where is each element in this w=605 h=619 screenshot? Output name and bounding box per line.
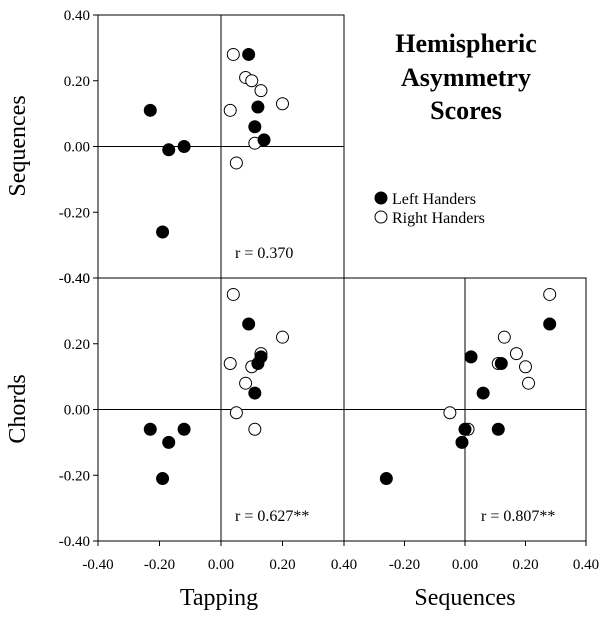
left-hander-point [162, 435, 176, 449]
right-hander-point [226, 287, 240, 301]
x-tick-left-label: -0.20 [144, 557, 175, 573]
y-tick-top-label: 0.40 [64, 8, 90, 24]
left-hander-point [458, 422, 472, 436]
right-hander-point [245, 74, 259, 88]
left-hander-point [379, 472, 393, 486]
right-hander-point [522, 376, 536, 390]
left-hander-point [242, 317, 256, 331]
left-hander-point [491, 422, 505, 436]
left-hander-point [162, 143, 176, 157]
left-hander-point [242, 47, 256, 61]
left-hander-point [177, 140, 191, 153]
x-tick-left-label: -0.40 [82, 557, 113, 573]
y-tick-bottom-label: 0.00 [64, 403, 90, 419]
y-tick-bottom-label: 0.20 [64, 337, 90, 353]
legend-label-left-handers: Left Handers [392, 191, 476, 208]
left-hander-point [248, 120, 262, 134]
left-hander-point [156, 225, 170, 239]
y-tick-bottom-label: 0.40 [64, 271, 90, 287]
right-hander-point [239, 376, 253, 390]
left-hander-point [143, 103, 157, 117]
left-hander-point [476, 386, 490, 400]
left-hander-point [248, 386, 262, 400]
right-hander-point [276, 330, 289, 344]
x-tick-left-label: 0.40 [331, 557, 357, 573]
right-hander-point [254, 84, 268, 98]
title-line-2: Asymmetry [401, 63, 531, 92]
right-hander-point [223, 103, 237, 117]
x-tick-left-label: 0.00 [208, 557, 234, 573]
legend-marker-right-handers [374, 210, 388, 224]
x-axis-title-sequences: Sequences [414, 585, 515, 611]
y-axis-title-sequences: Sequences [5, 95, 31, 196]
y-tick-top-label: 0.00 [64, 140, 90, 156]
x-tick-right-label: -0.20 [389, 557, 420, 573]
right-hander-point [223, 356, 237, 370]
left-hander-point [455, 435, 469, 449]
left-hander-point [494, 356, 508, 370]
correlation-label: r = 0.807** [481, 508, 555, 525]
left-hander-point [251, 356, 265, 370]
title-line-3: Scores [430, 96, 502, 125]
right-hander-point [229, 156, 243, 170]
right-hander-point [229, 406, 243, 420]
x-tick-right-label: 0.00 [452, 557, 478, 573]
left-hander-point [156, 472, 170, 486]
x-axis-title-tapping: Tapping [180, 585, 258, 611]
right-hander-point [276, 97, 289, 111]
y-tick-bottom-label: -0.20 [59, 468, 90, 484]
legend-marker-left-handers [374, 191, 388, 205]
right-hander-point [443, 406, 457, 420]
right-hander-point [519, 360, 532, 374]
y-axis-title-chords: Chords [5, 374, 31, 443]
left-hander-point [543, 317, 557, 331]
correlation-label: r = 0.370 [235, 245, 293, 262]
correlation-label: r = 0.627** [235, 508, 309, 525]
left-hander-point [464, 350, 478, 364]
legend-label-right-handers: Right Handers [392, 210, 485, 227]
title-line-1: Hemispheric [395, 29, 537, 58]
right-hander-point [248, 422, 262, 436]
right-hander-point [226, 47, 240, 61]
y-tick-top-label: -0.40 [59, 271, 90, 287]
left-hander-point [251, 100, 265, 114]
right-hander-point [497, 330, 511, 344]
y-tick-top-label: -0.20 [59, 205, 90, 221]
y-tick-top-label: 0.20 [64, 74, 90, 90]
x-tick-left-label: 0.20 [269, 557, 295, 573]
x-tick-right-label: 0.40 [573, 557, 599, 573]
left-hander-point [177, 422, 191, 436]
x-tick-right-label: 0.20 [512, 557, 538, 573]
y-tick-bottom-label: -0.40 [59, 534, 90, 550]
left-hander-point [143, 422, 157, 436]
right-hander-point [509, 347, 523, 361]
left-hander-point [257, 133, 271, 147]
right-hander-point [543, 287, 557, 301]
